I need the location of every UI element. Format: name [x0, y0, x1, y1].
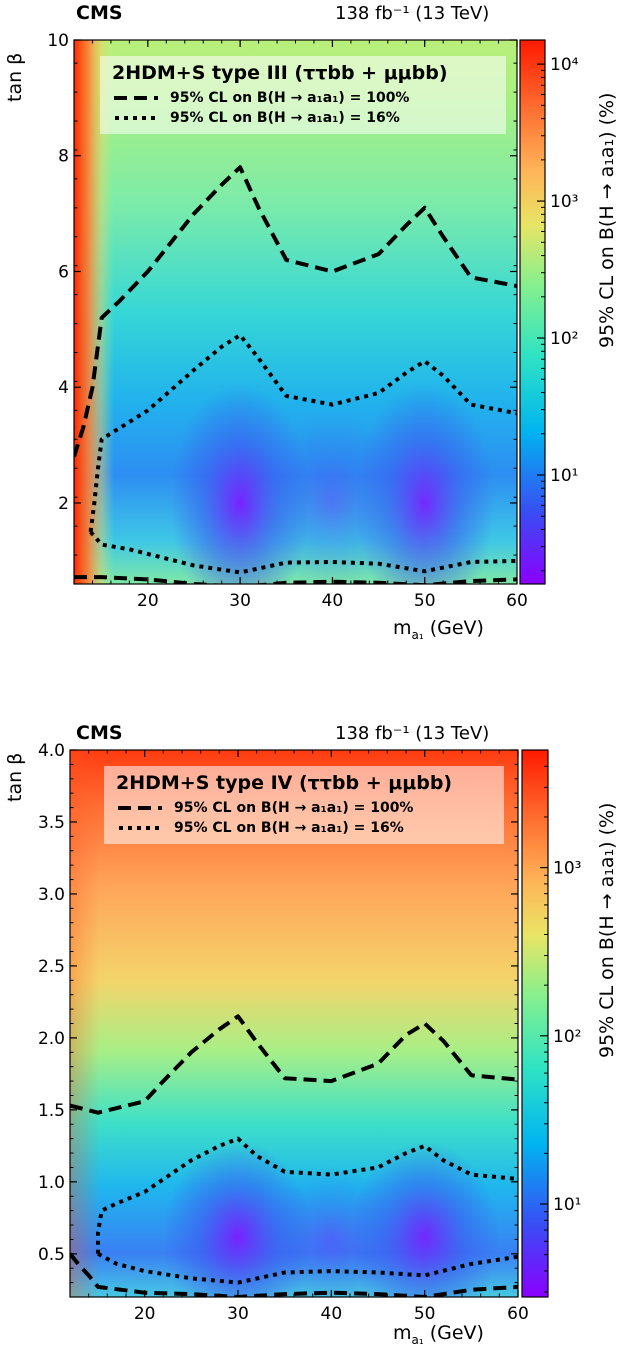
colorbar — [521, 749, 549, 1298]
contour-dotted — [97, 1252, 518, 1285]
colorbar-tick-label: 10¹ — [553, 1195, 581, 1215]
dotted-line-icon — [115, 116, 158, 120]
x-tick-label: 20 — [134, 1304, 156, 1324]
x-axis-label-main: m — [393, 1322, 412, 1344]
colorbar-label: 95% CL on B(H → a₁a₁) (%) — [596, 802, 618, 1058]
y-tick-label: 4 — [58, 378, 69, 398]
colorbar-label: 95% CL on B(H → a₁a₁) (%) — [596, 92, 618, 348]
legend-entry-dashed-label: 95% CL on B(H → a₁a₁) = 100% — [170, 90, 410, 106]
legend-entry-dotted: 95% CL on B(H → a₁a₁) = 16% — [116, 820, 494, 836]
x-axis-label-unit: (GeV) — [423, 617, 484, 639]
y-tick-label: 1.0 — [38, 1173, 65, 1193]
y-tick-label: 0.5 — [38, 1245, 65, 1265]
x-axis-label-sub: a₁ — [411, 627, 424, 642]
colorbar-tick-label: 10¹ — [550, 466, 578, 486]
legend-entry-dotted: 95% CL on B(H → a₁a₁) = 16% — [112, 110, 496, 126]
heatmap-minimum — [262, 413, 403, 584]
legend-entry-dashed: 95% CL on B(H → a₁a₁) = 100% — [112, 90, 496, 106]
y-tick-label: 3.5 — [38, 813, 65, 833]
y-tick-label: 4.0 — [38, 741, 65, 761]
contour-dashed — [74, 165, 517, 458]
y-tick-label: 1.5 — [38, 1101, 65, 1121]
experiment-label: CMS — [76, 2, 123, 24]
chart-panel-type3: CMS 138 fb⁻¹ (13 TeV) tan β 20 30 40 50 60 2 4… — [0, 0, 623, 660]
x-axis-label-main: m — [393, 617, 412, 639]
x-axis-label-unit: (GeV) — [423, 1322, 484, 1344]
legend-entry-dotted-label: 95% CL on B(H → a₁a₁) = 16% — [170, 110, 400, 126]
dashed-line-icon — [118, 806, 162, 810]
legend-entry-dashed: 95% CL on B(H → a₁a₁) = 100% — [116, 800, 494, 816]
x-tick-label: 40 — [321, 1304, 343, 1324]
colorbar-tick-label: 10² — [553, 1027, 581, 1047]
colorbar-tick-label: 10² — [550, 329, 578, 349]
contour-dashed — [70, 1014, 518, 1115]
x-tick-label: 50 — [414, 1304, 436, 1324]
heatmap-left-edge — [70, 750, 100, 1297]
contour-dotted — [96, 1136, 518, 1254]
x-tick-label: 40 — [322, 591, 344, 611]
y-tick-label: 8 — [58, 147, 69, 167]
y-tick-label: 6 — [58, 262, 69, 282]
y-tick-label: 2.0 — [38, 1029, 65, 1049]
y-tick-label: 3.0 — [38, 885, 65, 905]
experiment-label: CMS — [76, 722, 123, 744]
y-tick-label: 10 — [47, 31, 69, 51]
lumi-label: 138 fb⁻¹ (13 TeV) — [335, 3, 490, 24]
legend-title: 2HDM+S type III (ττbb + μμbb) — [112, 62, 448, 84]
heatmap-minimum — [261, 1166, 402, 1297]
x-tick-label: 20 — [137, 591, 159, 611]
contour-dotted — [89, 530, 517, 575]
x-axis-label: ma₁ (GeV) — [393, 617, 484, 642]
y-tick-label: 2 — [58, 494, 69, 514]
legend: 2HDM+S type III (ττbb + μμbb) 95% CL on … — [100, 56, 506, 134]
x-axis-label: ma₁ (GeV) — [393, 1322, 484, 1347]
dashed-line-icon — [114, 96, 158, 100]
colorbar-tick-label: 10³ — [553, 859, 581, 879]
x-tick-label: 50 — [414, 591, 436, 611]
y-tick-label: 2.5 — [38, 957, 65, 977]
x-axis-label-sub: a₁ — [411, 1332, 424, 1347]
contour-dashed — [70, 1252, 518, 1297]
legend-entry-dashed-label: 95% CL on B(H → a₁a₁) = 100% — [174, 800, 414, 816]
contour-dotted — [88, 333, 517, 533]
legend-title: 2HDM+S type IV (ττbb + μμbb) — [116, 772, 453, 794]
chart-panel-type4: CMS 138 fb⁻¹ (13 TeV) tan β 20 30 40 50 60 0.… — [0, 700, 623, 1353]
colorbar-tick-label: 10⁴ — [550, 55, 579, 75]
x-tick-label: 60 — [506, 591, 528, 611]
lumi-label: 138 fb⁻¹ (13 TeV) — [335, 723, 490, 744]
x-tick-label: 30 — [229, 591, 251, 611]
x-tick-label: 60 — [507, 1304, 529, 1324]
dotted-line-icon — [119, 826, 162, 830]
colorbar-tick-label: 10³ — [550, 192, 578, 212]
legend: 2HDM+S type IV (ττbb + μμbb) 95% CL on B… — [104, 766, 504, 844]
x-tick-label: 30 — [227, 1304, 249, 1324]
colorbar — [519, 39, 546, 585]
legend-entry-dotted-label: 95% CL on B(H → a₁a₁) = 16% — [174, 820, 404, 836]
